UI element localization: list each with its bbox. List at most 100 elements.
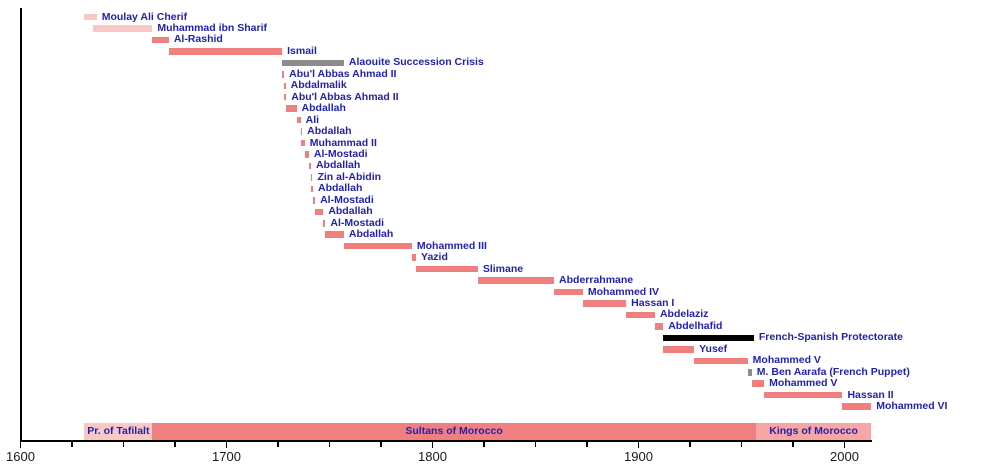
timeline-bar	[694, 357, 748, 365]
bar-label: Al-Rashid	[173, 33, 223, 46]
timeline-bar	[282, 71, 285, 78]
band-label: Sultans of Morocco	[405, 425, 503, 437]
bar-label: Abdallah	[318, 182, 363, 195]
timeline-bar	[308, 162, 311, 170]
bar-label: Hassan II	[847, 388, 894, 401]
timeline-bar	[282, 59, 344, 67]
bar-label: Abu'l Abbas Ahmad II	[291, 90, 399, 103]
bar-label: Ismail	[287, 44, 317, 57]
timeline-bar	[323, 220, 326, 227]
period-band: Sultans of Morocco	[152, 422, 756, 441]
bar-label: Mohammed III	[416, 239, 487, 252]
bar-label: Hassan I	[631, 297, 675, 309]
timeline-bar	[654, 323, 664, 330]
bar-label: Zin al-Abidin	[317, 170, 382, 183]
axis-minor-tick	[277, 441, 279, 447]
timeline-bar	[284, 82, 286, 89]
bar-label: M. Ben Aarafa (French Puppet)	[756, 365, 910, 378]
timeline-bar	[310, 185, 313, 193]
timeline-bar	[286, 105, 297, 112]
bar-label: Alaouite Succession Crisis	[348, 56, 484, 69]
timeline-bar	[84, 13, 97, 21]
timeline-bar	[842, 403, 872, 410]
axis-minor-tick	[689, 441, 691, 447]
timeline-bar	[284, 93, 287, 101]
axis-major-tick	[19, 441, 22, 448]
timeline-bar	[304, 151, 309, 158]
y-axis-line	[20, 8, 22, 441]
axis-minor-tick	[586, 441, 588, 447]
axis-tick-label: 1600	[6, 449, 35, 464]
timeline-bar	[554, 288, 583, 296]
x-axis-line	[20, 440, 872, 442]
bar-label: Abdallah	[328, 205, 373, 218]
axis-minor-tick	[380, 441, 382, 447]
axis-tick-label: 1700	[212, 449, 241, 464]
bar-label: Mohammed VI	[876, 400, 948, 413]
timeline-bar	[411, 254, 416, 261]
timeline-bar	[343, 242, 412, 250]
timeline-bar	[663, 346, 695, 353]
axis-major-tick	[431, 441, 434, 448]
axis-minor-tick	[71, 441, 73, 447]
timeline-bar	[152, 36, 169, 44]
timeline-bar	[325, 231, 344, 238]
timeline-bar	[626, 311, 655, 319]
timeline-bar	[92, 25, 153, 32]
axis-minor-tick	[792, 441, 794, 447]
timeline-bar	[663, 334, 754, 342]
bar-label: Ali	[305, 113, 320, 126]
bar-label: Abdallah	[348, 228, 394, 241]
bar-label: French-Spanish Protectorate	[758, 331, 903, 344]
timeline-bar	[300, 128, 303, 135]
timeline-bar	[751, 380, 765, 387]
bar-label: Mohammed V	[752, 354, 821, 367]
timeline-bar	[168, 48, 283, 55]
bar-label: Muhammad ibn Sharif	[157, 21, 268, 34]
timeline-bar	[747, 369, 752, 376]
timeline-bar	[310, 174, 313, 181]
axis-minor-tick	[534, 441, 537, 447]
bar-label: Yazid	[421, 251, 448, 264]
bar-label: Abdelaziz	[659, 308, 709, 321]
period-band: Kings of Morocco	[755, 422, 872, 441]
timeline-bar	[764, 391, 843, 399]
bar-label: Abdallah	[301, 102, 346, 115]
band-label: Pr. of Tafilalt	[87, 425, 150, 437]
timeline-bar	[313, 197, 316, 204]
axis-minor-tick	[174, 441, 176, 447]
axis-minor-tick	[483, 441, 485, 447]
bar-label: Al-Mostadi	[320, 193, 374, 206]
bar-label: Al-Mostadi	[330, 216, 385, 229]
axis-major-tick	[637, 441, 640, 448]
timeline-bar	[315, 208, 324, 216]
bar-label: Abu'l Abbas Ahmad II	[289, 67, 397, 80]
bar-label: Moulay Ali Cherif	[101, 10, 188, 23]
axis-minor-tick	[122, 441, 125, 447]
timeline-bar	[416, 265, 478, 273]
bar-label: Yusef	[699, 342, 728, 355]
axis-minor-tick	[328, 441, 331, 447]
bar-label: Mohammed V	[769, 377, 838, 390]
bar-label: Abdalmalik	[290, 79, 347, 92]
axis-tick-label: 1800	[418, 449, 447, 464]
bar-label: Muhammad II	[309, 136, 377, 149]
axis-major-tick	[225, 441, 228, 448]
bar-label: Slimane	[482, 262, 524, 275]
bar-label: Abdelhafid	[668, 319, 723, 332]
band-label: Kings of Morocco	[769, 425, 858, 437]
bar-label: Al-Mostadi	[313, 148, 368, 161]
timeline-bar	[296, 116, 301, 124]
timeline-bar	[582, 300, 627, 307]
bar-label: Abderrahmane	[559, 274, 634, 287]
bar-label: Mohammed IV	[587, 285, 660, 298]
bar-label: Abdallah	[315, 159, 361, 172]
timeline-bar	[300, 139, 305, 147]
axis-tick-label: 1900	[624, 449, 653, 464]
bar-label: Abdallah	[307, 125, 352, 138]
timeline-bar	[477, 277, 555, 284]
axis-tick-label: 2000	[830, 449, 859, 464]
axis-major-tick	[843, 441, 846, 448]
axis-minor-tick	[740, 441, 743, 447]
